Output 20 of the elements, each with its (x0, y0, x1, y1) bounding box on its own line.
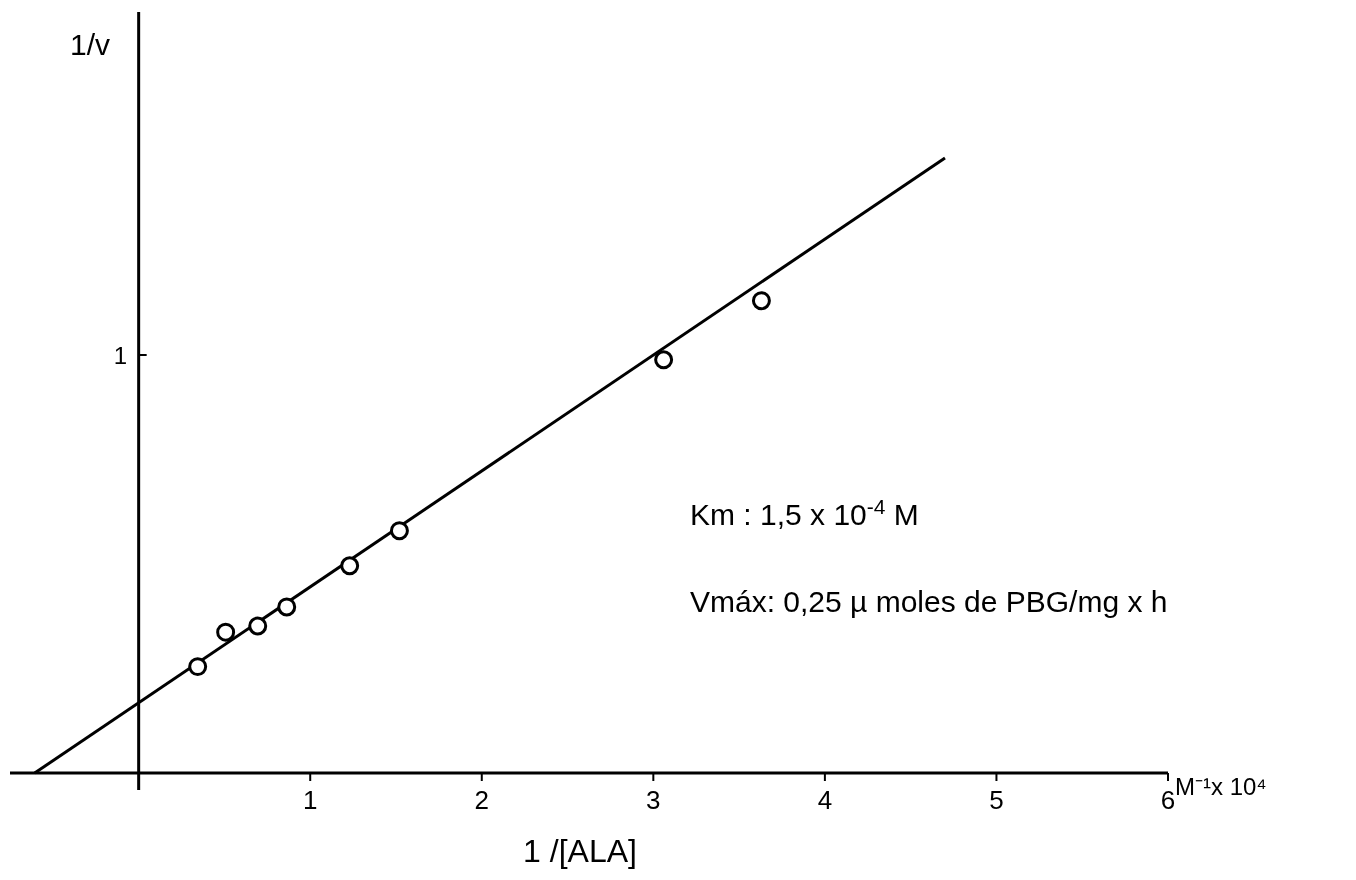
annotation: Km : 1,5 x 10$^{-4}$ M (690, 494, 919, 531)
x-axis-title: 1 /[ALA] (523, 833, 637, 869)
annotation: 1 (113, 342, 127, 369)
point (751, 291, 771, 311)
annotation: Vmáx: 0,25 µ moles de PBG/mg x h (690, 585, 1168, 618)
x-tick-label: 4 (817, 785, 833, 815)
text: M⁻¹x 10⁴ (1175, 773, 1267, 800)
point (248, 616, 268, 636)
x-tick-label: 2 (474, 785, 490, 815)
point (216, 622, 236, 642)
point (340, 556, 360, 576)
x-tick-label: 1 (302, 785, 318, 815)
x-tick-label: 5 (989, 785, 1004, 815)
x-tick-label: 6 (1160, 785, 1176, 815)
x-tick-label: 3 (646, 785, 661, 815)
point (389, 521, 409, 541)
point (654, 350, 674, 370)
y-axis-title: 1/v (69, 28, 111, 61)
point (188, 657, 208, 677)
point (277, 597, 297, 617)
